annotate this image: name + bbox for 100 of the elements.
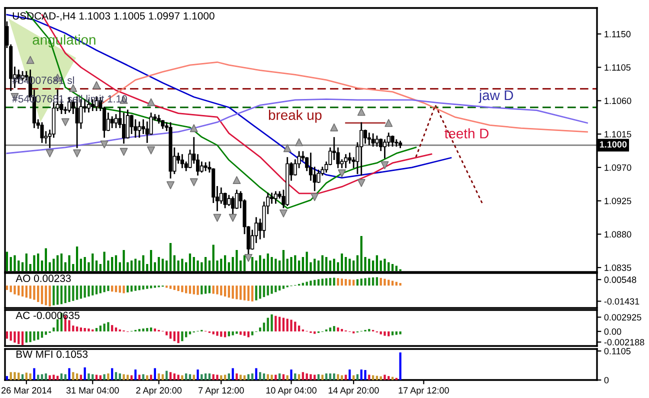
- bar: [177, 331, 180, 344]
- bar: [72, 372, 74, 380]
- bar: [44, 248, 47, 271]
- bar: [142, 286, 144, 290]
- bar: [259, 255, 262, 271]
- bar: [166, 260, 168, 271]
- bar: [44, 286, 47, 306]
- bar: [290, 369, 292, 380]
- bar: [329, 260, 332, 271]
- bar: [103, 324, 106, 332]
- bar: [103, 252, 106, 271]
- point: [380, 161, 389, 170]
- bar: [130, 286, 133, 292]
- bar: [290, 257, 292, 271]
- candlestick: [134, 119, 138, 138]
- bar: [204, 257, 207, 271]
- y-tick-label: 0: [604, 376, 609, 384]
- bar: [306, 373, 308, 380]
- bar: [208, 286, 211, 294]
- y-tick-label: -0.01431: [604, 298, 640, 305]
- bar: [325, 257, 328, 271]
- bar: [344, 279, 347, 286]
- annotation: break up: [268, 110, 322, 123]
- point: [338, 169, 346, 178]
- bar: [196, 260, 199, 271]
- bar: [391, 331, 394, 336]
- bar: [278, 286, 281, 290]
- bar: [18, 372, 20, 380]
- bar: [48, 286, 51, 306]
- point: [166, 181, 174, 190]
- bar: [158, 257, 160, 271]
- bar: [192, 374, 195, 380]
- bar: [282, 286, 285, 289]
- bar: [262, 258, 266, 271]
- bar: [336, 262, 340, 271]
- candlestick: [130, 114, 134, 134]
- bar: [294, 255, 296, 271]
- bar: [146, 328, 148, 332]
- bar: [126, 286, 129, 292]
- bar: [80, 286, 82, 299]
- bar: [360, 278, 362, 286]
- bar: [14, 255, 16, 271]
- bar: [380, 278, 382, 286]
- bar: [336, 278, 340, 286]
- point: [244, 254, 252, 262]
- bar: [282, 318, 285, 332]
- bar: [37, 254, 40, 271]
- bar: [33, 286, 36, 300]
- bar: [142, 328, 144, 332]
- point: [280, 209, 288, 218]
- bar: [48, 375, 51, 380]
- bar: [111, 325, 114, 332]
- bar: [84, 257, 86, 271]
- bar: [122, 374, 125, 380]
- candlestick: [348, 152, 352, 164]
- bar: [114, 255, 118, 271]
- point: [69, 84, 78, 92]
- bar: [114, 328, 118, 332]
- candlestick: [344, 154, 348, 168]
- bar: [376, 255, 378, 271]
- bar: [384, 331, 386, 336]
- candlestick: [375, 136, 379, 147]
- bar: [240, 374, 242, 380]
- bar: [329, 328, 332, 332]
- bar: [325, 278, 328, 286]
- bar: [142, 374, 144, 380]
- bar: [204, 373, 207, 380]
- bar: [33, 255, 36, 271]
- bar: [134, 286, 137, 291]
- bar: [166, 331, 168, 336]
- point: [190, 124, 198, 132]
- point: [46, 149, 54, 158]
- candlestick: [390, 136, 394, 147]
- bar: [391, 264, 394, 271]
- y-tick-label: 1.0925: [604, 198, 632, 204]
- bar: [212, 286, 214, 294]
- bar: [282, 374, 285, 380]
- bar: [274, 374, 277, 380]
- bar: [321, 255, 324, 271]
- bar: [236, 286, 238, 300]
- y-tick-label: 1.0970: [604, 164, 632, 171]
- bar: [216, 331, 218, 336]
- bar: [228, 373, 230, 380]
- bar: [107, 286, 110, 292]
- bar: [173, 255, 176, 271]
- bar: [142, 255, 144, 271]
- bar: [376, 277, 378, 286]
- bar: [56, 255, 59, 271]
- bar: [138, 374, 140, 380]
- bar: [278, 373, 281, 380]
- bar: [169, 286, 172, 289]
- bar: [76, 286, 78, 300]
- y-tick-label: 1.1015: [604, 131, 632, 138]
- bar: [76, 246, 78, 271]
- x-tick-label: 31 Mar 04:00: [66, 387, 119, 394]
- bar: [399, 283, 402, 286]
- bar: [103, 374, 106, 380]
- bar: [384, 258, 386, 271]
- bar: [68, 368, 70, 380]
- bar: [95, 286, 98, 294]
